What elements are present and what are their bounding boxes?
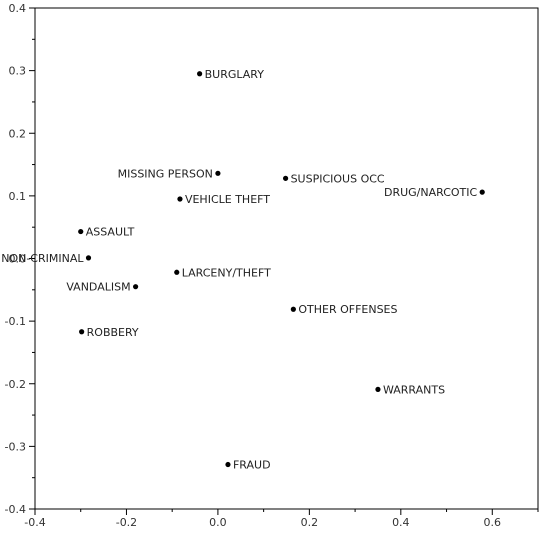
data-point [290,306,296,312]
point-label: NON-CRIMINAL [1,252,84,265]
point-label: BURGLARY [205,68,265,81]
data-point [79,329,85,335]
point-label: WARRANTS [383,383,445,396]
point-label: FRAUD [233,459,271,472]
y-tick-label: -0.1 [5,315,26,328]
data-point [174,269,180,275]
y-tick-label: 0.3 [9,65,27,78]
plot-frame [34,7,539,510]
x-tick-label: 0.6 [484,516,502,529]
data-point [282,175,289,181]
x-tick-label: 0.0 [209,516,227,529]
data-point [78,228,84,235]
y-tick-label: 0.1 [9,190,27,203]
data-point [479,189,485,195]
y-tick-label: 0.4 [9,2,27,15]
data-points: BURGLARY MISSING PERSON SUSPICIOUS OCCDRUG… [1,68,485,472]
data-point [375,386,381,392]
x-axis: -0.4 -0.2 0.0 0.2 0.4 0.6 [24,509,539,529]
data-point [197,71,203,77]
x-tick-label: 0.2 [301,516,319,529]
y-tick-label: -0.4 [5,503,26,516]
point-label: SUSPICIOUS OCC [291,172,385,185]
point-label: DRUG/NARCOTIC [384,186,478,199]
y-tick-label: 0.2 [9,127,27,140]
data-point [177,196,183,202]
y-tick-label: -0.2 [5,378,26,391]
point-label: MISSING PERSON [118,167,213,180]
point-label: LARCENY/THEFT [182,266,271,279]
data-point [225,461,231,468]
point-label: ASSAULT [86,226,135,239]
y-tick-label: 0.0 [9,253,27,266]
point-label: VEHICLE THEFT [185,193,270,206]
x-tick-label: 0.4 [392,516,410,529]
point-label: VANDALISM [66,281,130,294]
x-tick-label: -0.2 [116,516,137,529]
data-point [85,255,92,261]
point-label: ROBBERY [87,326,139,339]
data-point [215,170,221,176]
y-tick-label: -0.3 [5,440,26,453]
data-point [133,284,139,290]
x-tick-label: -0.4 [24,516,45,529]
point-label: OTHER OFFENSES [298,303,397,316]
y-axis: -0.4 -0.3 -0.2 -0.1 0.0 0.1 0.2 0.3 0.4 [5,2,35,516]
